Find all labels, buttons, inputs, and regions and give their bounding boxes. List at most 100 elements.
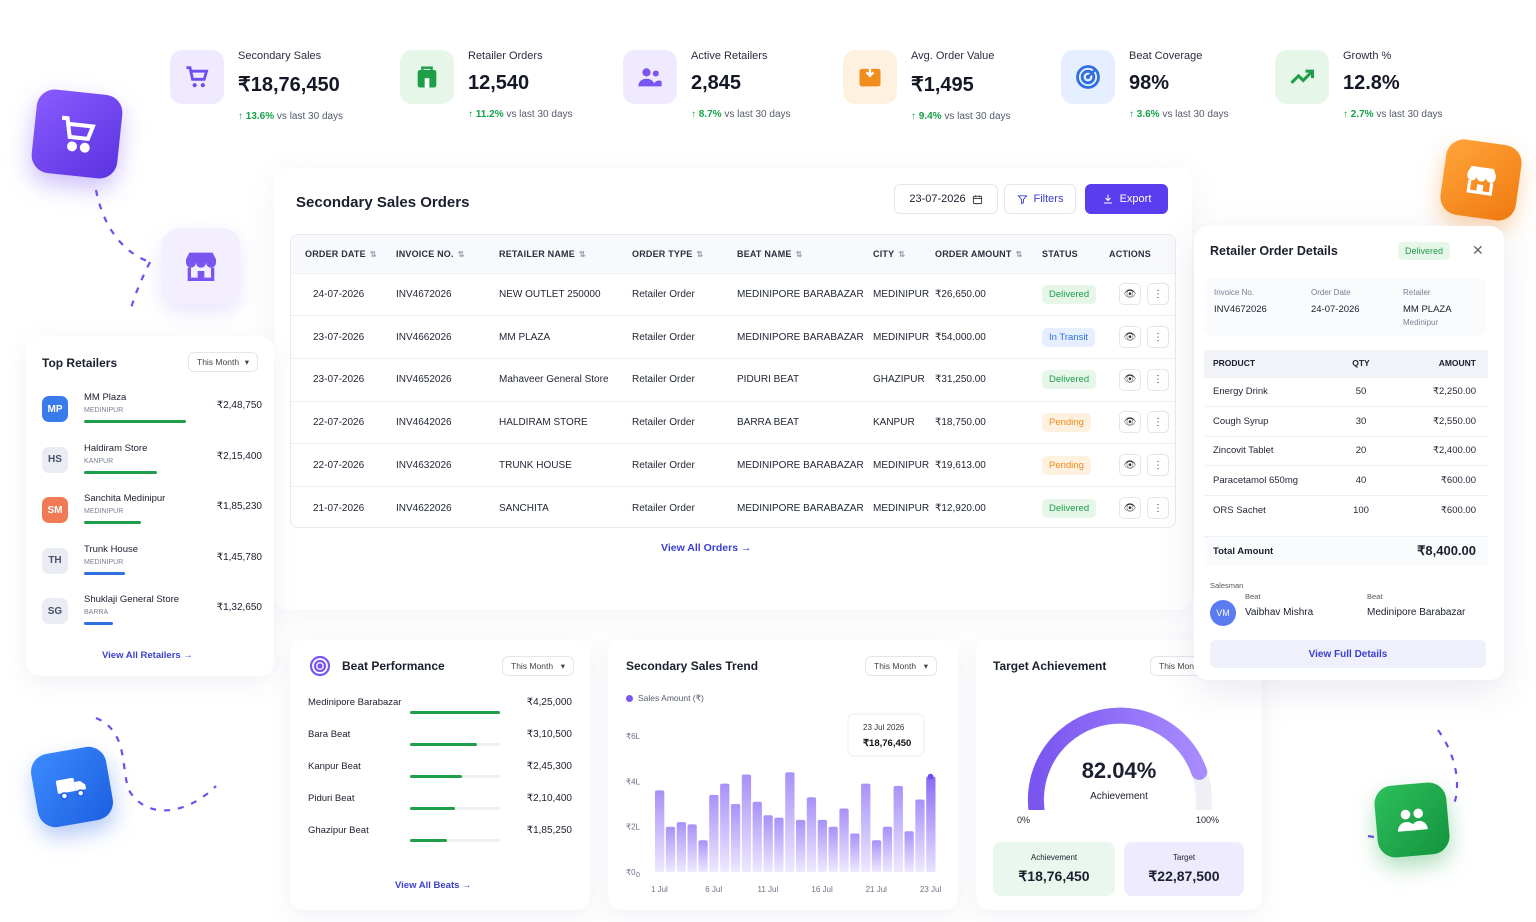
bar[interactable] — [904, 831, 914, 872]
column-header[interactable]: RETAILER NAME ⇅ — [499, 235, 632, 273]
bar[interactable] — [796, 819, 806, 872]
trend-period-select[interactable]: This Month ▾ — [865, 656, 937, 676]
beat-row[interactable]: Kanpur Beat ₹2,45,300 — [308, 761, 572, 791]
bar[interactable] — [720, 783, 730, 872]
column-header[interactable]: ORDER DATE ⇅ — [291, 235, 396, 273]
retailer-row[interactable]: HS Haldiram Store KANPUR ₹2,15,400 — [42, 443, 262, 491]
bar[interactable] — [655, 790, 665, 872]
kpi-card: Secondary Sales ₹18,76,450 ↑ 13.6% vs last… — [170, 44, 343, 132]
view-full-details-button[interactable]: View Full Details — [1210, 640, 1486, 668]
kpi-label: Growth % — [1343, 50, 1392, 62]
column-header[interactable]: ORDER TYPE ⇅ — [632, 235, 737, 273]
bar[interactable] — [676, 822, 686, 872]
table-row[interactable]: 21-07-2026 INV4622026 SANCHITA Retailer Ord… — [291, 485, 1175, 527]
more-icon[interactable]: ⋮ — [1147, 283, 1169, 306]
bar[interactable] — [806, 797, 817, 872]
sort-icon[interactable]: ⇅ — [369, 249, 377, 259]
kpi-value: 12.8% — [1343, 72, 1400, 94]
bar[interactable] — [763, 815, 773, 872]
retailer-name: Haldiram Store — [84, 442, 148, 454]
kpi-change-pct: 3.6% — [1136, 109, 1160, 120]
more-icon[interactable]: ⋮ — [1147, 497, 1169, 520]
column-header[interactable]: BEAT NAME ⇅ — [737, 235, 873, 273]
x-tick-label: 1 Jul — [651, 885, 668, 894]
retailer-city: MEDINIPUR — [84, 508, 124, 515]
column-header[interactable]: INVOICE NO. ⇅ — [396, 235, 499, 273]
view-all-retailers-link[interactable]: View All Retailers → — [102, 650, 193, 661]
status-badge: Pending — [1042, 412, 1091, 432]
beat-period-select[interactable]: This Month ▾ — [502, 656, 574, 676]
retailer-row[interactable]: TH Trunk House MEDINIPUR ₹1,45,780 — [42, 544, 262, 592]
date-picker[interactable]: 23-07-2026 — [894, 184, 998, 214]
eye-icon[interactable]: 👁 — [1119, 454, 1141, 477]
column-header[interactable]: ORDER AMOUNT ⇅ — [935, 235, 1042, 273]
target-title: Target Achievement — [993, 659, 1107, 673]
bar[interactable] — [752, 801, 762, 872]
bar[interactable] — [785, 772, 795, 872]
more-icon[interactable]: ⋮ — [1147, 411, 1169, 434]
view-all-orders-link[interactable]: View All Orders → — [661, 542, 752, 554]
bar[interactable] — [926, 776, 936, 872]
bar[interactable] — [709, 794, 719, 872]
bar[interactable] — [839, 808, 849, 873]
more-icon[interactable]: ⋮ — [1147, 368, 1169, 391]
more-icon[interactable]: ⋮ — [1147, 454, 1169, 477]
eye-icon[interactable]: 👁 — [1119, 497, 1141, 520]
retailer-row[interactable]: MP MM Plaza MEDINIPUR ₹2,48,750 — [42, 392, 262, 440]
sort-icon[interactable]: ⇅ — [578, 249, 586, 259]
eye-icon[interactable]: 👁 — [1119, 283, 1141, 306]
retailers-period-select[interactable]: This Month ▾ — [188, 352, 258, 372]
bar[interactable] — [871, 840, 882, 872]
filters-button[interactable]: Filters — [1004, 184, 1076, 214]
bar[interactable] — [850, 833, 860, 873]
export-button[interactable]: Export — [1085, 184, 1168, 214]
beat-row[interactable]: Medinipore Barabazar ₹4,25,000 — [308, 697, 572, 727]
table-row[interactable]: 23-07-2026 INV4662026 MM PLAZA Retailer Ord… — [291, 315, 1175, 359]
retailer-row[interactable]: SG Shuklaji General Store BARRA ₹1,32,650 — [42, 594, 262, 642]
bar[interactable] — [730, 804, 741, 872]
table-row[interactable]: 23-07-2026 INV4652026 Mahaveer General Sto… — [291, 357, 1175, 402]
bar[interactable] — [741, 774, 752, 873]
cell-inv: INV4672026 — [396, 272, 499, 316]
sort-icon[interactable]: ⇅ — [457, 249, 465, 259]
target-period-select[interactable]: This Mon — [1150, 656, 1206, 676]
bar[interactable] — [698, 840, 708, 872]
sort-icon[interactable]: ⇅ — [795, 249, 803, 259]
table-row[interactable]: 22-07-2026 INV4642026 HALDIRAM STORE Retail… — [291, 400, 1175, 444]
eye-icon[interactable]: 👁 — [1119, 411, 1141, 434]
bar[interactable] — [915, 799, 925, 873]
beat-row[interactable]: Bara Beat ₹3,10,500 — [308, 729, 572, 759]
close-icon[interactable]: ✕ — [1472, 242, 1484, 258]
beat-row[interactable]: Piduri Beat ₹2,10,400 — [308, 793, 572, 823]
beat-row[interactable]: Ghazipur Beat ₹1,85,250 — [308, 825, 572, 855]
bar[interactable] — [817, 819, 827, 872]
column-header: STATUS — [1042, 235, 1109, 273]
sort-icon[interactable]: ⇅ — [696, 249, 704, 259]
table-row[interactable]: 24-07-2026 INV4672026 NEW OUTLET 250000 Ret… — [291, 272, 1175, 316]
x-tick-label: 21 Jul — [866, 885, 888, 894]
bar[interactable] — [665, 826, 676, 872]
bar[interactable] — [893, 785, 903, 872]
salesman-label: Salesman — [1210, 581, 1244, 590]
beat-bar-fill — [410, 807, 455, 810]
kpi-card: Active Retailers 2,845 ↑ 8.7% vs last 30 d… — [623, 44, 791, 132]
kpi-label: Secondary Sales — [238, 50, 322, 62]
cell-city: MEDINIPUR — [873, 443, 935, 487]
table-row[interactable]: 22-07-2026 INV4632026 TRUNK HOUSE Retailer … — [291, 443, 1175, 487]
sort-icon[interactable]: ⇅ — [898, 249, 906, 259]
bar[interactable] — [687, 824, 697, 872]
eye-icon[interactable]: 👁 — [1119, 368, 1141, 391]
bar[interactable] — [861, 783, 871, 872]
retailer-bar — [84, 420, 186, 423]
more-icon[interactable]: ⋮ — [1147, 326, 1169, 349]
bar[interactable] — [828, 826, 838, 872]
column-header[interactable]: CITY ⇅ — [873, 235, 935, 273]
bar[interactable] — [774, 817, 784, 872]
sort-icon[interactable]: ⇅ — [1015, 249, 1023, 259]
kpi-card: Beat Coverage 98% ↑ 3.6% vs last 30 days — [1061, 44, 1229, 132]
bar[interactable] — [882, 826, 893, 872]
retailer-row[interactable]: SM Sanchita Medinipur MEDINIPUR ₹1,85,230 — [42, 493, 262, 541]
view-all-beats-link[interactable]: View All Beats → — [395, 880, 472, 891]
eye-icon[interactable]: 👁 — [1119, 326, 1141, 349]
kpi-text: Retailer Orders 12,540 ↑ 11.2% vs last 30 … — [468, 44, 573, 132]
